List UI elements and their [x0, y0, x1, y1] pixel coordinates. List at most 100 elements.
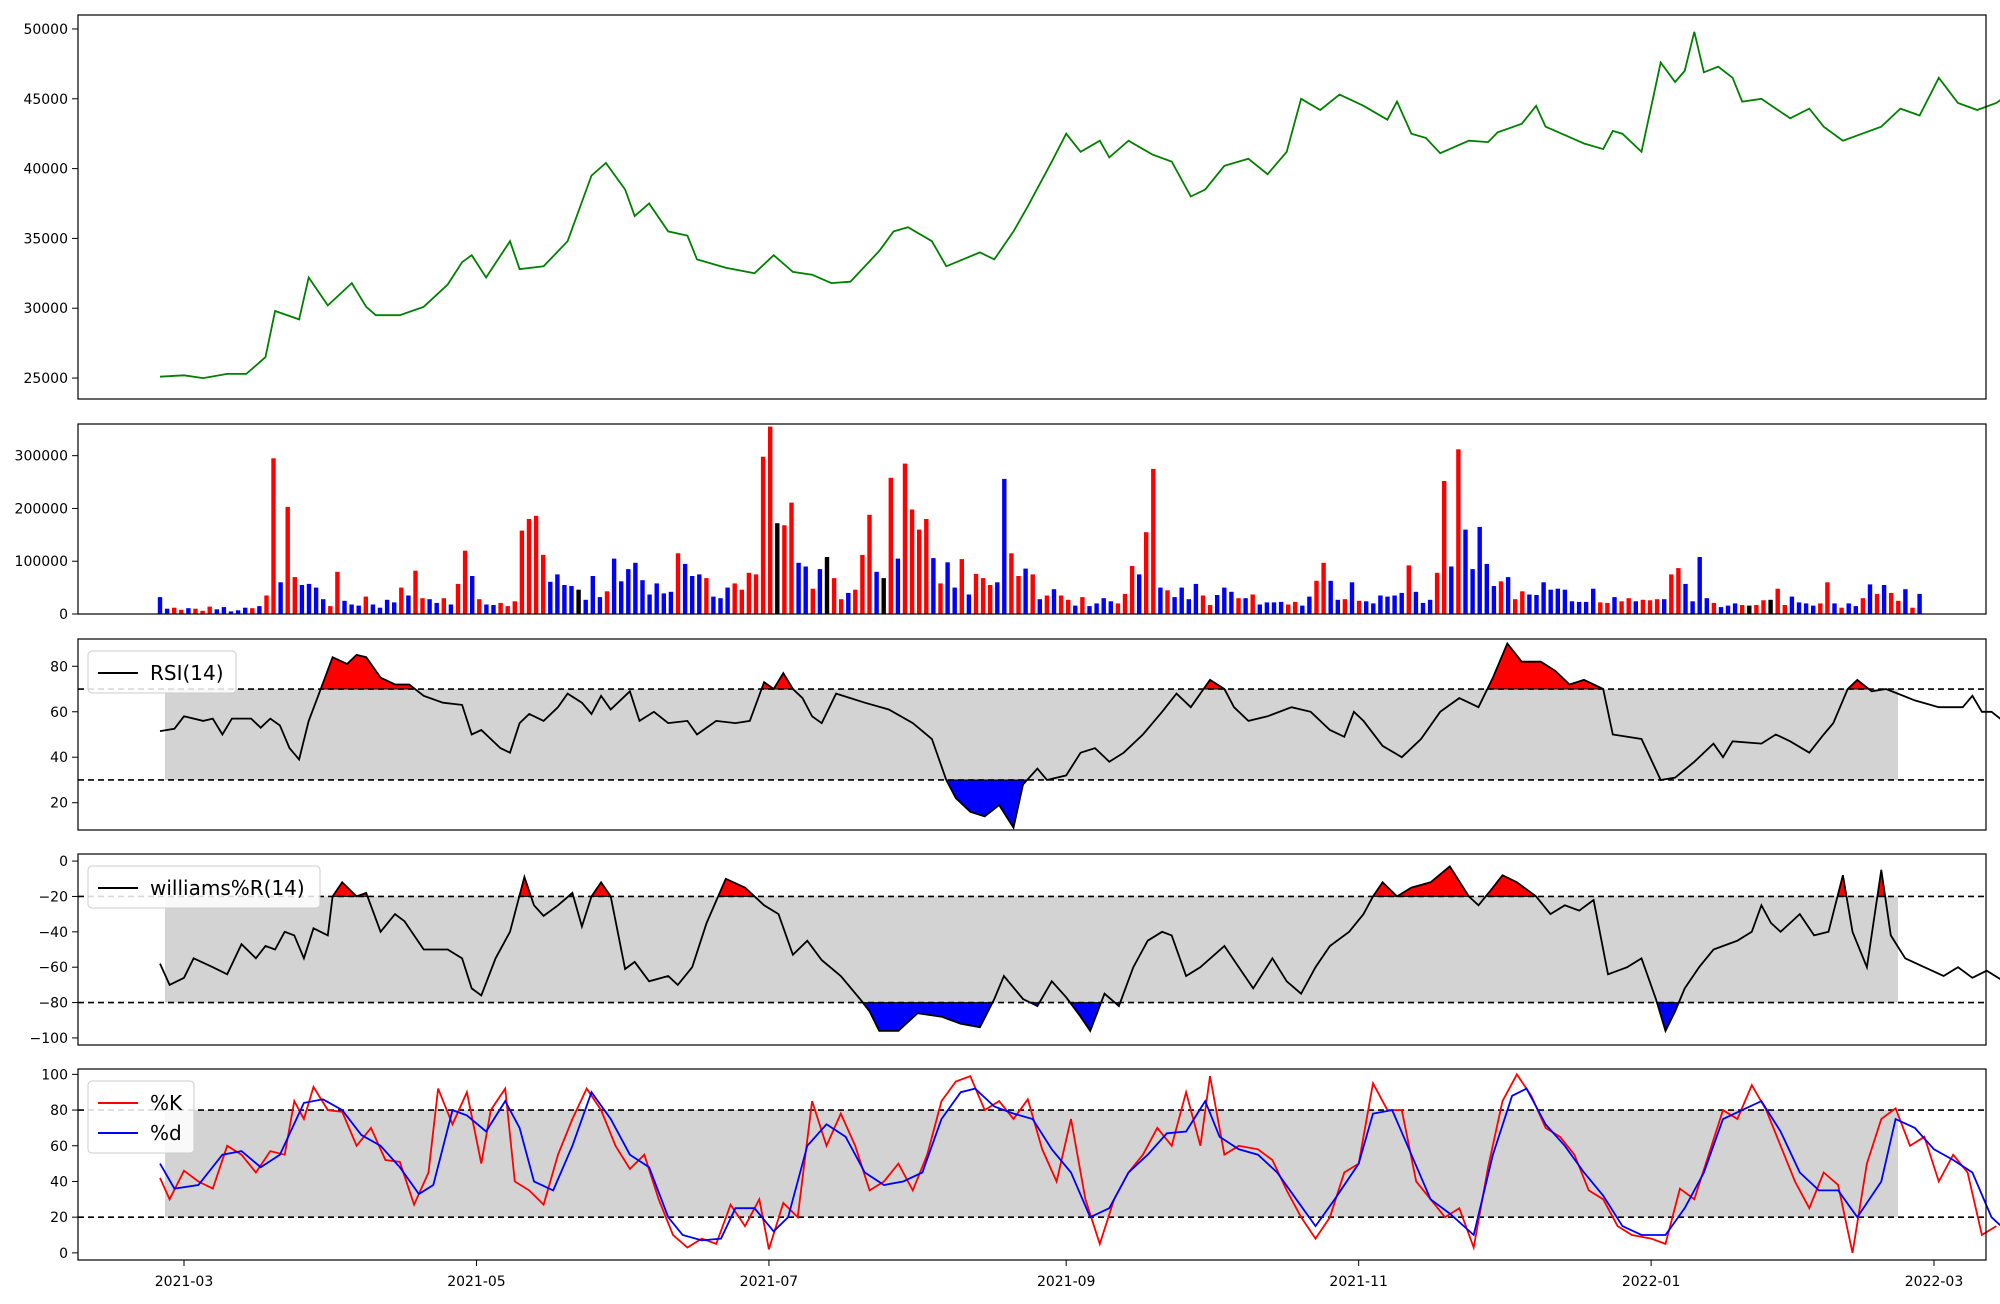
volume-bar	[1569, 601, 1575, 614]
volume-bar	[1066, 599, 1071, 615]
volume-bar	[924, 519, 929, 614]
volume-bar	[1846, 603, 1851, 614]
volume-bar	[732, 583, 737, 614]
volume-bar	[384, 599, 390, 615]
volume-bar	[640, 580, 645, 614]
volume-bar	[172, 607, 177, 614]
volume-bar	[1137, 574, 1142, 614]
volume-bar	[299, 585, 305, 614]
volume-bar	[1796, 602, 1802, 614]
y-tick-label: 0	[59, 607, 68, 623]
volume-bar	[846, 592, 851, 614]
volume-bar	[1151, 468, 1156, 614]
volume-bar	[164, 608, 170, 614]
volume-bar	[1037, 599, 1042, 614]
overbought-fill	[590, 881, 612, 897]
volume-bar	[1527, 594, 1532, 614]
volume-bar	[533, 515, 539, 614]
volume-bar	[1917, 593, 1922, 614]
volume-bar	[760, 456, 766, 614]
volume-bar	[1718, 607, 1724, 614]
volume-bar	[1328, 580, 1333, 615]
volume-bar	[1683, 583, 1688, 614]
volume-bar	[562, 585, 567, 614]
volume-bar	[1044, 595, 1050, 614]
volume-bar	[1775, 588, 1780, 614]
volume-bar	[668, 591, 674, 614]
volume-bar	[1740, 605, 1745, 614]
volume-bar	[1342, 599, 1348, 614]
volume-bar	[611, 558, 617, 614]
volume-bar	[1023, 568, 1028, 614]
volume-bar	[1513, 599, 1518, 614]
y-tick-label: 50000	[23, 22, 68, 38]
volume-bar	[576, 589, 581, 614]
volume-bar	[470, 576, 475, 614]
volume-bar	[881, 578, 886, 614]
y-tick-label: 80	[50, 1103, 68, 1119]
volume-bar	[1300, 605, 1305, 614]
y-tick-label: −80	[38, 996, 68, 1012]
volume-bar	[1789, 596, 1795, 614]
volume-bar	[1030, 574, 1035, 614]
volume-bar	[1647, 600, 1653, 614]
axes-frame	[77, 14, 1987, 400]
volume-bar	[966, 594, 972, 614]
y-tick-label: 25000	[23, 371, 68, 387]
volume-bar	[1371, 603, 1376, 614]
volume-bar	[1704, 598, 1709, 614]
volume-bar	[590, 576, 595, 614]
volume-bar	[392, 602, 397, 614]
volume-bar	[1484, 563, 1489, 614]
volume-bar	[1442, 481, 1447, 614]
volume-bar	[207, 606, 212, 614]
stoch-k-line	[159, 1072, 1997, 1254]
volume-bar	[1257, 604, 1262, 614]
volume-bar	[157, 597, 163, 614]
volume-bar	[1456, 449, 1461, 614]
y-tick-label: 0	[59, 854, 68, 870]
volume-bar	[221, 607, 227, 614]
volume-bar	[420, 598, 425, 614]
volume-bar	[1562, 589, 1568, 614]
volume-bar	[1867, 584, 1873, 614]
volume-bar	[264, 595, 269, 614]
volume-bar	[1427, 599, 1433, 615]
volume-bar	[1193, 583, 1199, 614]
volume-bar	[1591, 588, 1596, 614]
volume-bar	[810, 588, 815, 614]
volume-bar	[541, 554, 546, 614]
y-tick-label: 80	[50, 659, 68, 675]
volume-bar	[1732, 603, 1738, 614]
volume-bar	[938, 583, 943, 614]
volume-bar	[1910, 607, 1915, 614]
volume-bar	[186, 608, 191, 614]
volume-bar	[980, 578, 986, 614]
y-tick-label: 45000	[23, 92, 68, 108]
volume-bar	[1250, 594, 1255, 614]
volume-bar	[1172, 597, 1177, 614]
volume-bar	[200, 610, 205, 614]
volume-bar	[1860, 598, 1866, 614]
volume-bar	[626, 569, 631, 614]
volume-bar	[746, 572, 752, 614]
volume-bar	[1782, 605, 1787, 614]
volume-bar	[1321, 562, 1326, 614]
volume-bar	[583, 599, 588, 615]
y-tick-label: 300000	[15, 449, 68, 465]
volume-bar	[555, 574, 560, 614]
volume-bar	[831, 578, 837, 614]
volume-bar	[1832, 603, 1837, 614]
x-tick-label: 2022-01	[1622, 1274, 1681, 1290]
volume-bar	[1158, 587, 1163, 614]
volume-bar	[1392, 595, 1397, 614]
volume-bar	[661, 593, 666, 614]
volume-bar	[228, 611, 234, 614]
volume-bar	[931, 558, 936, 614]
volume-bar	[1179, 587, 1184, 614]
volume-bar	[1101, 598, 1106, 614]
x-tick-label: 2021-09	[1037, 1274, 1096, 1290]
volume-bar	[895, 558, 901, 614]
x-tick-label: 2021-05	[447, 1274, 506, 1290]
